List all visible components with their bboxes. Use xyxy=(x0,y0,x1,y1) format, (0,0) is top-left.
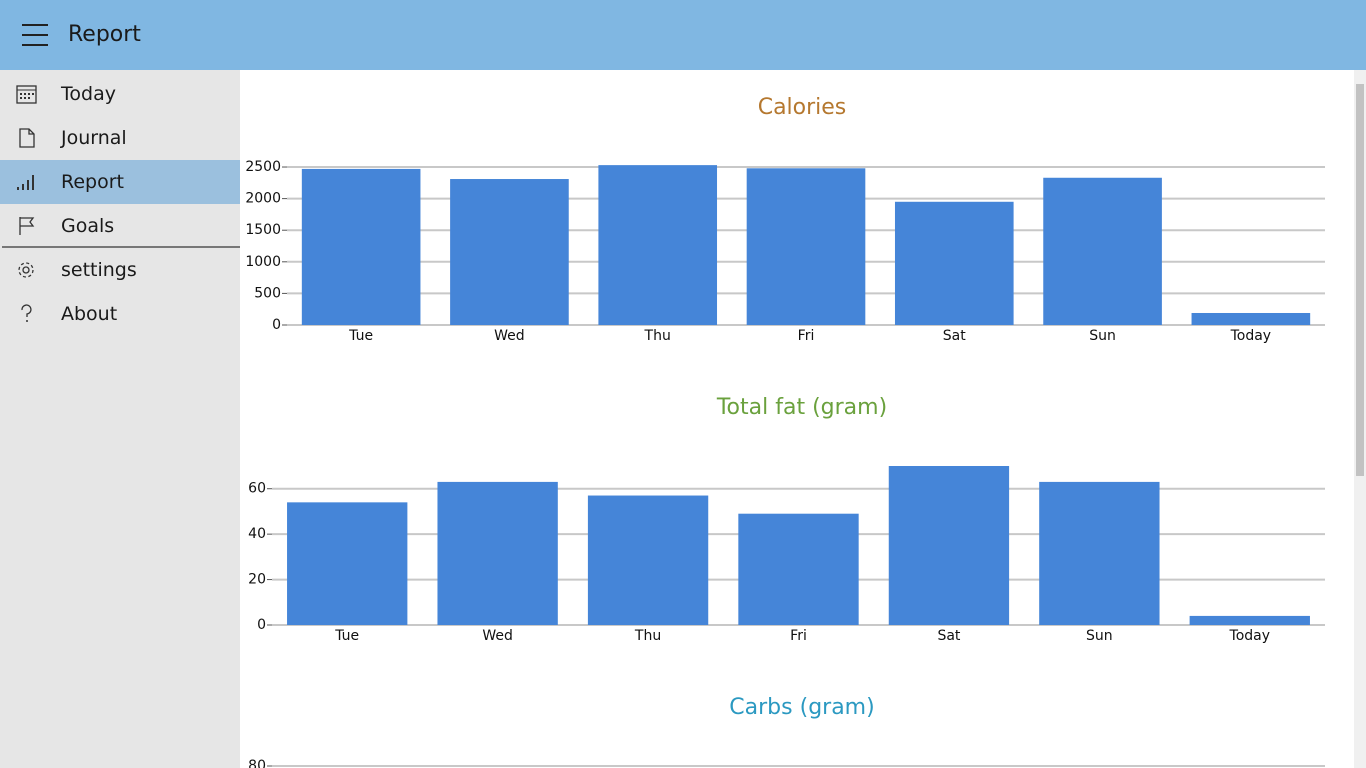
nav-item[interactable]: About xyxy=(0,292,240,336)
y-tick-label: 2500 xyxy=(245,159,281,175)
bar xyxy=(1039,481,1160,625)
x-tick-label: Thu xyxy=(644,328,671,344)
help-icon xyxy=(21,304,32,322)
chart-title: Calories xyxy=(758,95,847,120)
gear-icon xyxy=(18,262,34,278)
bar xyxy=(450,179,569,325)
bar xyxy=(598,165,718,325)
page-title: Report xyxy=(68,22,141,47)
chart-title: Carbs (gram) xyxy=(729,695,874,720)
bar xyxy=(301,168,421,325)
y-tick-label: 0 xyxy=(272,317,281,333)
bar xyxy=(746,168,866,325)
y-tick-label: 1500 xyxy=(245,222,281,238)
document-icon xyxy=(19,128,35,148)
bar xyxy=(587,495,709,625)
bar xyxy=(738,513,859,625)
nav-label: settings xyxy=(61,259,137,281)
x-tick-label: Tue xyxy=(334,628,359,644)
nav-item[interactable]: Report xyxy=(0,160,240,204)
divider xyxy=(2,246,240,248)
bar xyxy=(888,466,1010,625)
x-tick-label: Fri xyxy=(798,328,815,344)
bar xyxy=(1043,177,1162,325)
y-tick-label: 60 xyxy=(248,481,266,497)
flag-icon xyxy=(19,217,35,235)
x-tick-label: Tue xyxy=(348,328,373,344)
chart-icon xyxy=(17,175,34,190)
nav-label: Journal xyxy=(61,127,127,149)
y-tick-label: 500 xyxy=(254,285,281,301)
chart-title: Total fat (gram) xyxy=(716,395,887,420)
x-tick-label: Fri xyxy=(790,628,807,644)
bar xyxy=(1189,615,1310,625)
menu-button[interactable] xyxy=(20,22,50,48)
x-tick-label: Wed xyxy=(482,628,513,644)
sidebar: Today Journal Report Goals settings Abou… xyxy=(0,70,240,768)
x-tick-label: Sat xyxy=(943,328,966,344)
x-tick-label: Thu xyxy=(634,628,661,644)
charts: Calories 0 500 1000 1500 2000 2500 Tue Wed Thu Fri… xyxy=(245,95,1325,768)
nav-item[interactable]: Goals xyxy=(0,204,240,248)
nav-item[interactable]: Journal xyxy=(0,116,240,160)
bar xyxy=(894,201,1014,325)
x-tick-label: Sat xyxy=(937,628,960,644)
nav-label: About xyxy=(61,303,118,325)
x-tick-label: Today xyxy=(1229,628,1271,644)
nav-item[interactable]: Today xyxy=(0,72,240,116)
x-tick-label: Today xyxy=(1230,328,1272,344)
x-tick-label: Sun xyxy=(1089,328,1116,344)
nav-label: Report xyxy=(61,171,124,193)
y-tick-label: 1000 xyxy=(245,254,281,270)
y-tick-label: 2000 xyxy=(245,191,281,207)
y-tick-label: 20 xyxy=(248,572,266,588)
nav-label: Today xyxy=(61,83,116,105)
bar xyxy=(437,481,558,625)
scroll-thumb[interactable] xyxy=(1356,84,1364,476)
y-tick-label: 40 xyxy=(248,526,266,542)
bar xyxy=(287,502,408,625)
header: Report xyxy=(0,0,1366,70)
bar xyxy=(1191,312,1311,325)
calendar-icon xyxy=(16,85,37,104)
y-tick-label: 0 xyxy=(257,617,266,633)
scrollbar[interactable] xyxy=(1354,70,1366,768)
nav-label: Goals xyxy=(61,215,115,237)
y-tick-label: 80 xyxy=(248,758,266,768)
report-pane: Calories 0 500 1000 1500 2000 2500 Tue Wed Thu Fri… xyxy=(240,70,1354,768)
x-tick-label: Sun xyxy=(1086,628,1113,644)
nav-item[interactable]: settings xyxy=(0,248,240,292)
x-tick-label: Wed xyxy=(494,328,525,344)
